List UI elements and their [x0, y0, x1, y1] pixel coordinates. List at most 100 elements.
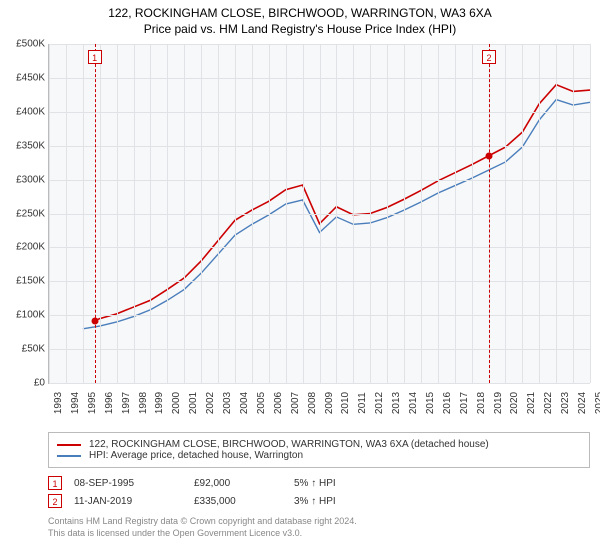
- legend: 122, ROCKINGHAM CLOSE, BIRCHWOOD, WARRIN…: [48, 432, 590, 468]
- event-marker-1: 1: [48, 476, 62, 490]
- gridline-v: [252, 44, 253, 383]
- marker-dash-1: [95, 44, 96, 383]
- y-tick-label: £0: [34, 378, 49, 389]
- x-tick-label: 2008: [303, 392, 318, 414]
- gridline-v: [218, 44, 219, 383]
- x-tick-label: 2024: [573, 392, 588, 414]
- x-tick-label: 2009: [320, 392, 335, 414]
- gridline-v: [167, 44, 168, 383]
- gridline-v: [370, 44, 371, 383]
- gridline-v: [556, 44, 557, 383]
- x-tick-label: 2019: [489, 392, 504, 414]
- x-tick-label: 2000: [167, 392, 182, 414]
- legend-item-b: HPI: Average price, detached house, Warr…: [57, 450, 581, 461]
- gridline-v: [590, 44, 591, 383]
- chart-subtitle: Price paid vs. HM Land Registry's House …: [0, 22, 600, 36]
- footer-line-2: This data is licensed under the Open Gov…: [48, 528, 590, 540]
- chart-title: 122, ROCKINGHAM CLOSE, BIRCHWOOD, WARRIN…: [0, 6, 600, 20]
- legend-item-a: 122, ROCKINGHAM CLOSE, BIRCHWOOD, WARRIN…: [57, 439, 581, 450]
- gridline-v: [421, 44, 422, 383]
- y-tick-label: £450K: [16, 72, 49, 83]
- x-tick-label: 2023: [556, 392, 571, 414]
- marker-dot-2: [486, 152, 493, 159]
- event-price-2: £335,000: [194, 496, 294, 507]
- gridline-v: [303, 44, 304, 383]
- gridline-v: [49, 44, 50, 383]
- gridline-v: [66, 44, 67, 383]
- gridline-v: [117, 44, 118, 383]
- x-tick-label: 1998: [134, 392, 149, 414]
- x-tick-label: 1995: [83, 392, 98, 414]
- gridline-v: [455, 44, 456, 383]
- gridline-v: [573, 44, 574, 383]
- x-tick-label: 2010: [336, 392, 351, 414]
- gridline-v: [387, 44, 388, 383]
- x-tick-label: 2022: [539, 392, 554, 414]
- y-tick-label: £150K: [16, 276, 49, 287]
- y-tick-label: £250K: [16, 208, 49, 219]
- x-tick-label: 1997: [117, 392, 132, 414]
- x-tick-label: 2018: [472, 392, 487, 414]
- x-tick-label: 2007: [286, 392, 301, 414]
- gridline-v: [100, 44, 101, 383]
- x-tick-label: 2004: [235, 392, 250, 414]
- event-date-2: 11-JAN-2019: [74, 496, 194, 507]
- x-tick-label: 2002: [201, 392, 216, 414]
- chart-container: 122, ROCKINGHAM CLOSE, BIRCHWOOD, WARRIN…: [0, 0, 600, 560]
- x-tick-label: 1994: [66, 392, 81, 414]
- y-tick-label: £350K: [16, 140, 49, 151]
- gridline-v: [269, 44, 270, 383]
- marker-dot-1: [91, 317, 98, 324]
- x-tick-label: 2001: [184, 392, 199, 414]
- legend-swatch-a: [57, 444, 81, 446]
- x-tick-label: 2012: [370, 392, 385, 414]
- x-tick-label: 2003: [218, 392, 233, 414]
- plot-background: £0£50K£100K£150K£200K£250K£300K£350K£400…: [48, 44, 590, 384]
- marker-dash-2: [489, 44, 490, 383]
- legend-label-b: HPI: Average price, detached house, Warr…: [89, 450, 303, 461]
- x-tick-label: 2006: [269, 392, 284, 414]
- gridline-v: [83, 44, 84, 383]
- event-marker-2: 2: [48, 494, 62, 508]
- gridline-v: [472, 44, 473, 383]
- legend-swatch-b: [57, 455, 81, 457]
- gridline-h: [49, 383, 590, 384]
- legend-label-a: 122, ROCKINGHAM CLOSE, BIRCHWOOD, WARRIN…: [89, 439, 489, 450]
- gridline-v: [134, 44, 135, 383]
- marker-flag-1: 1: [88, 50, 102, 64]
- event-delta-1: 5% ↑ HPI: [294, 478, 590, 489]
- gridline-v: [201, 44, 202, 383]
- y-tick-label: £400K: [16, 106, 49, 117]
- y-tick-label: £100K: [16, 310, 49, 321]
- gridline-v: [404, 44, 405, 383]
- x-tick-label: 2014: [404, 392, 419, 414]
- y-tick-label: £500K: [16, 39, 49, 50]
- x-tick-label: 1993: [49, 392, 64, 414]
- gridline-v: [286, 44, 287, 383]
- y-tick-label: £50K: [22, 344, 49, 355]
- x-tick-label: 2005: [252, 392, 267, 414]
- x-tick-label: 2017: [455, 392, 470, 414]
- marker-flag-2: 2: [482, 50, 496, 64]
- gridline-v: [320, 44, 321, 383]
- x-tick-label: 2015: [421, 392, 436, 414]
- gridline-v: [522, 44, 523, 383]
- title-block: 122, ROCKINGHAM CLOSE, BIRCHWOOD, WARRIN…: [0, 0, 600, 36]
- gridline-v: [336, 44, 337, 383]
- event-price-1: £92,000: [194, 478, 294, 489]
- gridline-v: [150, 44, 151, 383]
- x-tick-label: 2016: [438, 392, 453, 414]
- gridline-v: [235, 44, 236, 383]
- x-tick-label: 1996: [100, 392, 115, 414]
- x-tick-label: 2013: [387, 392, 402, 414]
- gridline-v: [438, 44, 439, 383]
- gridline-v: [353, 44, 354, 383]
- footer-line-1: Contains HM Land Registry data © Crown c…: [48, 516, 590, 528]
- gridline-v: [184, 44, 185, 383]
- x-tick-label: 2011: [353, 392, 368, 414]
- event-date-1: 08-SEP-1995: [74, 478, 194, 489]
- events-table: 1 08-SEP-1995 £92,000 5% ↑ HPI 2 11-JAN-…: [48, 476, 590, 508]
- y-tick-label: £300K: [16, 174, 49, 185]
- x-tick-label: 2025: [590, 392, 600, 414]
- chart-plot-area: £0£50K£100K£150K£200K£250K£300K£350K£400…: [48, 44, 590, 384]
